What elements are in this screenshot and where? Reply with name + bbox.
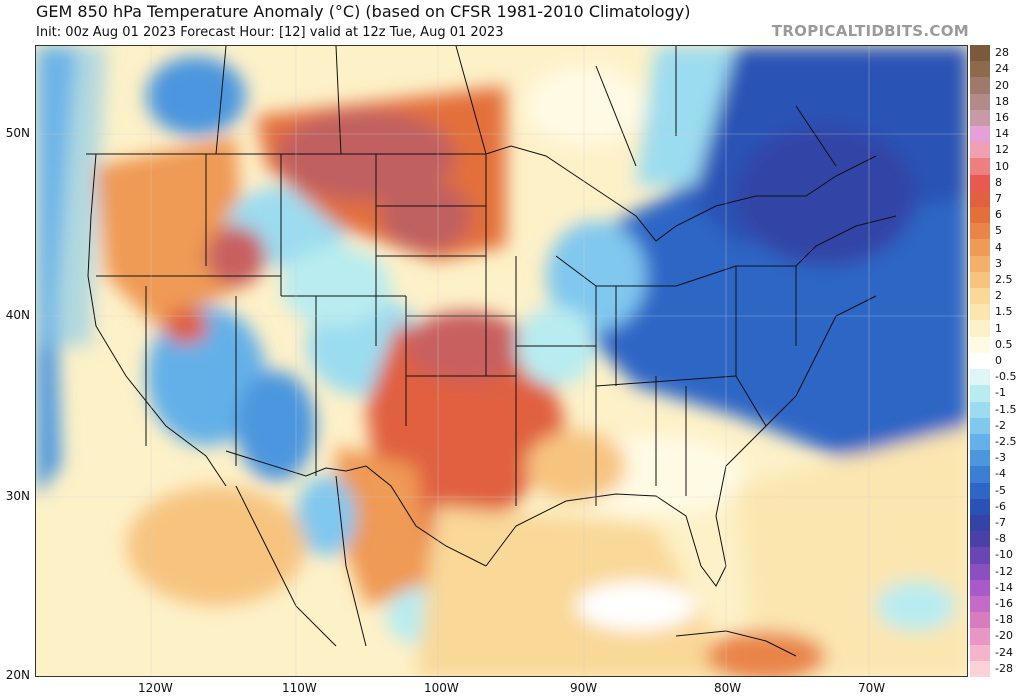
colorbar-label: -18 (995, 613, 1013, 627)
colorbar-label: -20 (995, 629, 1013, 643)
colorbar-swatch (970, 288, 990, 305)
colorbar-label: 2 (995, 289, 1002, 303)
colorbar-swatch (970, 336, 990, 354)
brand-watermark: TROPICALTIDBITS.COM (771, 22, 969, 40)
colorbar-swatch (970, 498, 990, 516)
colorbar-label: 2.5 (995, 272, 1013, 286)
colorbar-label: 18 (995, 94, 1009, 108)
colorbar-swatch (970, 401, 990, 419)
colorbar-swatch (970, 271, 990, 289)
colorbar-swatch (970, 190, 990, 208)
colorbar-swatch (970, 77, 990, 95)
lon-label-120w: 120W (138, 681, 173, 695)
colorbar-swatch (970, 433, 990, 451)
colorbar-label: -28 (995, 661, 1013, 675)
colorbar-label: 20 (995, 78, 1009, 92)
colorbar-swatch (970, 126, 990, 143)
colorbar-label: -24 (995, 645, 1013, 659)
colorbar-swatch (970, 660, 990, 678)
colorbar-swatch (970, 174, 990, 192)
colorbar-label: 12 (995, 143, 1009, 157)
colorbar-swatch (970, 563, 990, 581)
colorbar-label: -1.5 (995, 402, 1017, 416)
colorbar-swatch (970, 109, 990, 127)
colorbar-swatch (970, 239, 990, 257)
colorbar-swatch (970, 304, 990, 321)
colorbar-label: -8 (995, 532, 1006, 546)
colorbar-swatch (970, 628, 990, 646)
colorbar-label: -7 (995, 516, 1006, 530)
colorbar-swatch (970, 514, 990, 532)
lat-label-50n: 50N (5, 126, 30, 140)
colorbar-swatch (970, 531, 990, 548)
colorbar-label: -6 (995, 499, 1006, 513)
colorbar-label: -2 (995, 418, 1006, 432)
state-borders (86, 46, 897, 657)
colorbar-swatch (970, 385, 990, 402)
colorbar-swatch (970, 223, 990, 240)
colorbar-label: -10 (995, 548, 1013, 562)
colorbar-label: 5 (995, 224, 1002, 238)
colorbar-label: 8 (995, 175, 1002, 189)
colorbar-label: 24 (995, 62, 1009, 76)
colorbar-swatch (970, 158, 990, 176)
chart-title: GEM 850 hPa Temperature Anomaly (°C) (ba… (36, 2, 691, 21)
colorbar-label: -0.5 (995, 370, 1017, 384)
colorbar-swatch (970, 450, 990, 467)
lon-label-110w: 110W (282, 681, 317, 695)
colorbar-label: 10 (995, 159, 1009, 173)
colorbar-swatch (970, 45, 990, 62)
colorbar-label: -16 (995, 597, 1013, 611)
colorbar-label: 1.5 (995, 305, 1013, 319)
colorbar-swatch (970, 612, 990, 629)
lon-label-80w: 80W (714, 681, 742, 695)
colorbar-swatch (970, 93, 990, 111)
colorbar-label: -5 (995, 483, 1006, 497)
colorbar-label: -12 (995, 564, 1013, 578)
colorbar-label: -4 (995, 467, 1006, 481)
colorbar-swatch (970, 255, 990, 273)
colorbar-swatch (970, 644, 990, 662)
lon-label-70w: 70W (858, 681, 886, 695)
colorbar-swatch (970, 482, 990, 500)
colorbar-label: 3 (995, 256, 1002, 270)
colorbar-label: 4 (995, 240, 1002, 254)
colorbar-swatch (970, 142, 990, 159)
colorbar-swatch (970, 207, 990, 224)
colorbar-label: 6 (995, 208, 1002, 222)
colorbar-label: 0.5 (995, 337, 1013, 351)
colorbar-label: 1 (995, 321, 1002, 335)
lon-label-100w: 100W (424, 681, 459, 695)
colorbar-label: -1 (995, 386, 1006, 400)
colorbar-label: 7 (995, 191, 1002, 205)
chart-subtitle: Init: 00z Aug 01 2023 Forecast Hour: [12… (36, 25, 504, 40)
lat-label-40n: 40N (5, 308, 30, 322)
colorbar-label: -3 (995, 451, 1006, 465)
colorbar-swatch (970, 320, 990, 338)
map-canvas (36, 46, 967, 676)
colorbar-swatch (970, 61, 990, 78)
lat-label-20n: 20N (5, 668, 30, 682)
colorbar-label: 14 (995, 127, 1009, 141)
anomaly-map (35, 45, 968, 677)
colorbar-swatch (970, 595, 990, 613)
colorbar-label: -2.5 (995, 435, 1017, 449)
colorbar-label: 0 (995, 354, 1002, 367)
colorbar-label: 16 (995, 110, 1009, 124)
colorbar-swatch (970, 547, 990, 565)
lat-label-30n: 30N (5, 489, 30, 503)
colorbar-swatch (970, 466, 990, 484)
colorbar-label: -14 (995, 580, 1013, 594)
colorbar-swatch (970, 352, 990, 370)
colorbar-swatch (970, 579, 990, 597)
lon-label-90w: 90W (570, 681, 598, 695)
graticule (36, 46, 967, 676)
colorbar-label: 28 (995, 46, 1009, 60)
colorbar (970, 45, 990, 678)
colorbar-swatch (970, 417, 990, 435)
colorbar-swatch (970, 369, 990, 386)
